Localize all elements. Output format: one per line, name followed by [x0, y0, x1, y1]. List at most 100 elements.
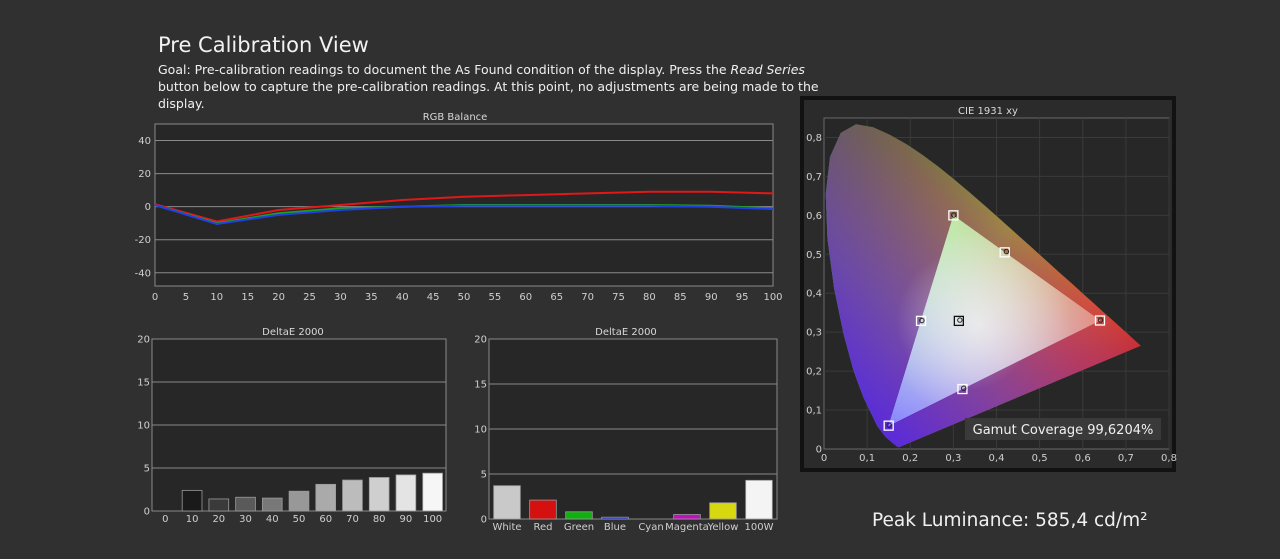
de1-bar-10 [181, 489, 203, 512]
rgb-x-tick-label: 70 [581, 292, 594, 303]
de2-bar-yellow [709, 502, 737, 520]
de1-bar-90 [395, 474, 417, 512]
goal-suffix: button below to capture the pre-calibrat… [158, 79, 819, 111]
cie-target-green [948, 210, 959, 221]
rgb-balance-chart: RGB Balance 0 5 10 15 20 25 30 35 40 45 50 55 60 65 70… [135, 112, 783, 303]
rgb-x-tick-label: 65 [550, 292, 563, 303]
deltae-grayscale-title: DeltaE 2000 [262, 327, 324, 338]
rgb-x-tick-label: 20 [272, 292, 285, 303]
rgb-x-tick-label: 75 [612, 292, 625, 303]
rgb-x-tick-label: 100 [763, 292, 782, 303]
cie-y-tick-label: 0,8 [806, 133, 822, 144]
de2-bar-100w [745, 479, 773, 520]
de2-x-tick-label: Red [534, 522, 553, 533]
de1-bar-30 [235, 496, 256, 512]
cie-x-tick-label: 0,5 [1032, 453, 1048, 464]
de1-y-tick-label: 20 [137, 335, 150, 346]
de2-bar-green [565, 511, 593, 520]
cie-target-white [953, 315, 965, 327]
rgb-x-tick-label: 50 [458, 292, 471, 303]
rgb-y-tick-label: 0 [145, 202, 151, 213]
cie-x-tick-label: 0,7 [1118, 453, 1134, 464]
cie-x-tick-label: 0,1 [859, 453, 875, 464]
de1-x-tick-label: 40 [266, 514, 279, 525]
cie-y-tick-label: 0 [816, 445, 822, 456]
rgb-x-tick-label: 90 [705, 292, 718, 303]
de2-y-tick-label: 20 [474, 335, 487, 346]
de1-x-tick-label: 100 [423, 514, 442, 525]
de2-y-tick-label: 0 [481, 515, 487, 526]
de1-x-tick-label: 60 [319, 514, 332, 525]
cie-y-tick-label: 0,5 [806, 250, 822, 261]
cie-y-tick-label: 0,1 [806, 406, 822, 417]
goal-text: Goal: Pre-calibration readings to docume… [158, 61, 838, 112]
rgb-x-tick-label: 30 [334, 292, 347, 303]
de2-x-tick-label: White [492, 522, 521, 533]
rgb-y-tick-label: -20 [135, 235, 151, 246]
cie-target-cyan [915, 315, 927, 327]
cie-target-red [1094, 315, 1106, 326]
cie-measured-blue [886, 422, 892, 428]
cie-y-tick-label: 0,6 [806, 211, 822, 222]
cie-y-tick-label: 0,3 [806, 328, 822, 339]
cie-y-tick-label: 0,4 [806, 289, 822, 300]
peak-luminance: Peak Luminance: 585,4 cd/m² [872, 510, 1148, 531]
cie-x-tick-label: 0,6 [1075, 453, 1091, 464]
de2-bar-magenta [673, 514, 701, 520]
cie-x-tick-label: 0,3 [945, 453, 961, 464]
de1-x-tick-label: 70 [346, 514, 359, 525]
rgb-series-line-0 [154, 190, 774, 223]
de1-y-tick-label: 5 [144, 464, 150, 475]
de1-bar-80 [368, 477, 390, 512]
rgb-x-tick-label: 5 [183, 292, 189, 303]
de1-x-tick-label: 30 [239, 514, 252, 525]
rgb-x-tick-label: 60 [519, 292, 532, 303]
deltae-colors-chart: DeltaE 2000 White Red Green Blue Cyan Magenta… [474, 327, 778, 533]
de2-y-tick-label: 10 [474, 425, 487, 436]
de1-x-tick-label: 10 [186, 514, 199, 525]
cie-chart: CIE 1931 xy 0 0,1 0,2 0,3 0,4 0,5 0,6 0,7 0,8 0 0… [800, 96, 1177, 472]
cie-gamut-white-glow [888, 215, 1100, 426]
rgb-x-tick-label: 55 [489, 292, 502, 303]
cie-title: CIE 1931 xy [958, 106, 1018, 117]
rgb-x-tick-label: 0 [152, 292, 158, 303]
rgb-y-tick-label: 20 [138, 169, 151, 180]
de1-bar-50 [288, 490, 310, 512]
cie-target-blue [883, 420, 894, 431]
de1-bar-70 [342, 479, 363, 512]
cie-target-yellow [999, 247, 1010, 258]
gamut-coverage-box [965, 418, 1161, 440]
de1-bar-60 [315, 483, 337, 512]
cie-x-tick-label: 0,8 [1161, 453, 1177, 464]
de2-x-tick-label: Yellow [707, 522, 739, 533]
de2-x-tick-label: 100W [745, 522, 774, 533]
cie-measured-cyan [919, 317, 925, 324]
cie-measured-green [951, 212, 957, 218]
de1-bar-20 [208, 498, 230, 512]
deltae-colors-title: DeltaE 2000 [595, 327, 657, 338]
goal-prefix: Goal: Pre-calibration readings to docume… [158, 62, 731, 77]
de1-bar-40 [261, 497, 283, 512]
rgb-x-tick-label: 10 [210, 292, 223, 303]
cie-x-tick-label: 0 [821, 453, 827, 464]
de1-x-tick-label: 90 [400, 514, 413, 525]
cie-y-tick-label: 0,2 [806, 367, 822, 378]
rgb-x-tick-label: 40 [396, 292, 409, 303]
cie-measured-white [957, 317, 963, 323]
de1-x-tick-label: 80 [373, 514, 386, 525]
cie-target-magenta [957, 383, 968, 395]
rgb-x-tick-label: 15 [241, 292, 254, 303]
rgb-x-tick-label: 85 [674, 292, 687, 303]
rgb-balance-title: RGB Balance [423, 112, 488, 123]
de1-x-tick-label: 50 [293, 514, 306, 525]
cie-measured-red [1097, 317, 1104, 323]
rgb-y-tick-label: 40 [138, 136, 151, 147]
de2-bar-red [529, 499, 557, 520]
read-series-reference: Read Series [730, 62, 805, 77]
cie-measured-magenta [961, 385, 967, 391]
rgb-series-line-2 [154, 204, 774, 226]
page-title: Pre Calibration View [158, 33, 369, 57]
de2-x-tick-label: Cyan [638, 522, 663, 533]
de2-y-tick-label: 5 [481, 470, 487, 481]
de2-bar-white [493, 485, 521, 520]
